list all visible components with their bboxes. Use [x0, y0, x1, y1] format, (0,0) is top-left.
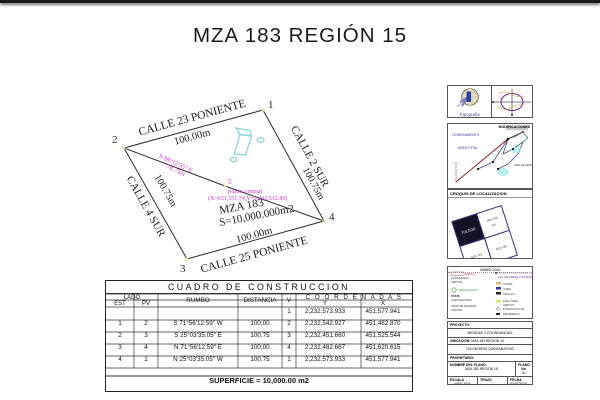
svg-text:COLINDANCIA: COLINDANCIA — [451, 276, 469, 280]
svg-text:CURVA: CURVA — [503, 282, 513, 286]
svg-text:3: 3 — [180, 263, 186, 275]
svg-text:ESTACION TOTAL: ESTACION TOTAL — [503, 307, 525, 311]
svg-text:100.00m: 100.00m — [173, 127, 212, 147]
svg-text:punto central: punto central — [228, 188, 262, 195]
svg-text:LINEA ELECTRICA: LINEA ELECTRICA — [451, 299, 472, 302]
svg-text:LIM. DE PREDIO (SUPERFICIE): LIM. DE PREDIO (SUPERFICIE) — [498, 275, 533, 279]
svg-text:PREDIO: PREDIO — [464, 272, 476, 276]
svg-text:(X=651,551.74,Y=2,232,512.80): (X=651,551.74,Y=2,232,512.80) — [208, 195, 287, 202]
svg-text:AREA DE CESION: AREA DE CESION — [514, 164, 533, 167]
svg-text:ZONA EN ESTUDIO: ZONA EN ESTUDIO — [506, 125, 530, 129]
svg-text:LINEA: LINEA — [503, 287, 511, 291]
svg-text:VERTICE: VERTICE — [451, 280, 462, 284]
svg-text:100.00m: 100.00m — [235, 225, 274, 246]
svg-text:VIALIDAD: VIALIDAD — [451, 309, 463, 312]
svg-text:ELEV. NIVEL: ELEV. NIVEL — [503, 299, 519, 303]
svg-text:REFERENCIA: REFERENCIA — [503, 312, 520, 316]
svg-text:2: 2 — [112, 134, 118, 146]
svg-text:5: 5 — [228, 178, 232, 186]
svg-text:1: 1 — [268, 99, 274, 111]
svg-text:ANGULO: ANGULO — [503, 292, 516, 296]
svg-text:POSTE: POSTE — [451, 294, 460, 298]
svg-text:VEGETACION: VEGETACION — [458, 288, 477, 292]
svg-text:LIMITE DE MANZANA: LIMITE DE MANZANA — [451, 305, 476, 308]
svg-text:4: 4 — [329, 211, 335, 223]
svg-text:ARROYO: ARROYO — [503, 303, 514, 307]
